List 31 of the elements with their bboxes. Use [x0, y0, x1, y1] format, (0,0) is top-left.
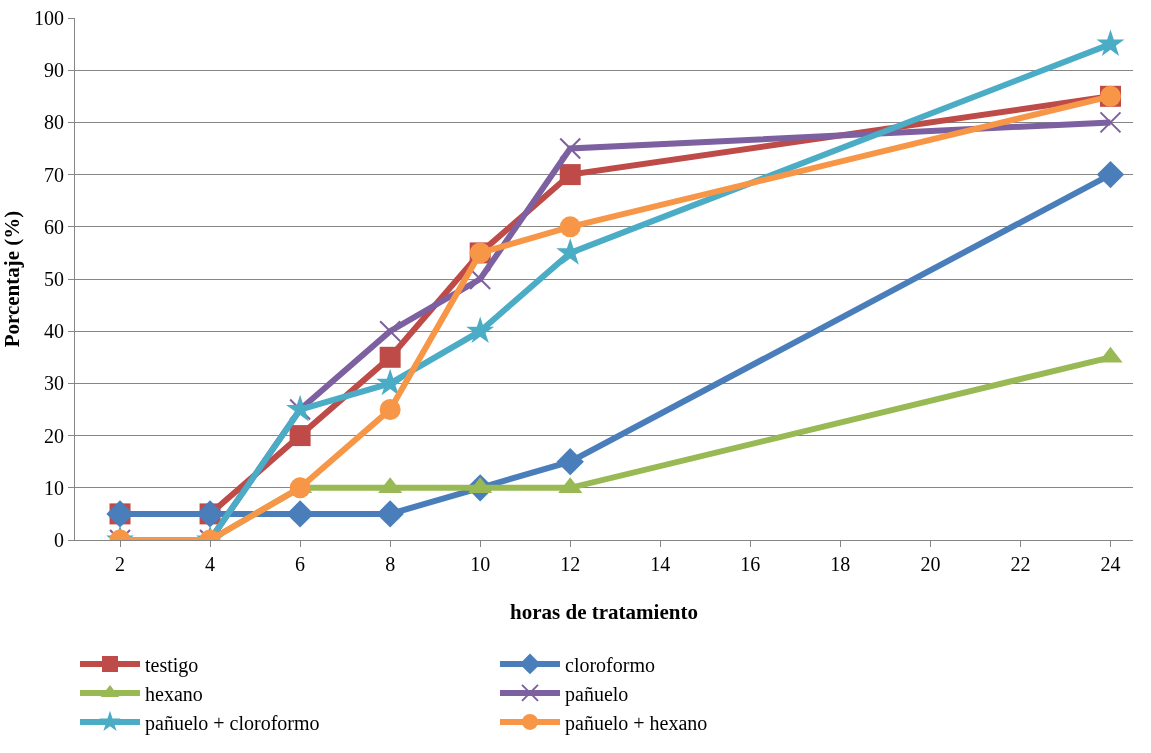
y-tick-label: 90	[44, 59, 64, 82]
x-axis-title: horas de tratamiento	[510, 600, 698, 625]
y-tick-label: 10	[44, 476, 64, 499]
legend-label: hexano	[145, 682, 203, 705]
y-axis-title: Porcentaje (%)	[0, 210, 24, 348]
legend-label: cloroformo	[565, 653, 655, 676]
y-tick-label: 50	[44, 268, 64, 290]
x-tick-label: 20	[920, 553, 941, 575]
x-tick-label: 24	[1100, 553, 1121, 575]
x-tick-label: 18	[830, 553, 851, 575]
y-tick-label: 80	[44, 111, 64, 134]
x-tick-label: 12	[560, 553, 581, 575]
y-tick-label: 70	[44, 163, 64, 186]
x-tick-label: 2	[115, 553, 126, 575]
x-tick-label: 4	[205, 553, 216, 575]
y-tick-label: 40	[44, 320, 64, 343]
y-tick-label: 100	[34, 7, 64, 29]
x-tick-label: 22	[1010, 553, 1031, 575]
y-tick-label: 20	[44, 424, 64, 447]
legend-label: pañuelo	[565, 682, 629, 706]
y-tick-label: 30	[44, 372, 64, 395]
x-tick-label: 8	[385, 553, 396, 575]
x-tick-label: 6	[295, 553, 306, 575]
x-tick-label: 14	[650, 553, 671, 575]
x-tick-label: 16	[740, 553, 761, 575]
y-tick-label: 60	[44, 215, 64, 238]
legend-label: pañuelo + cloroformo	[145, 711, 320, 735]
x-tick-label: 10	[470, 553, 491, 575]
legend-label: testigo	[145, 653, 199, 677]
y-tick-label: 0	[54, 529, 64, 551]
legend-label: pañuelo + hexano	[565, 711, 708, 735]
